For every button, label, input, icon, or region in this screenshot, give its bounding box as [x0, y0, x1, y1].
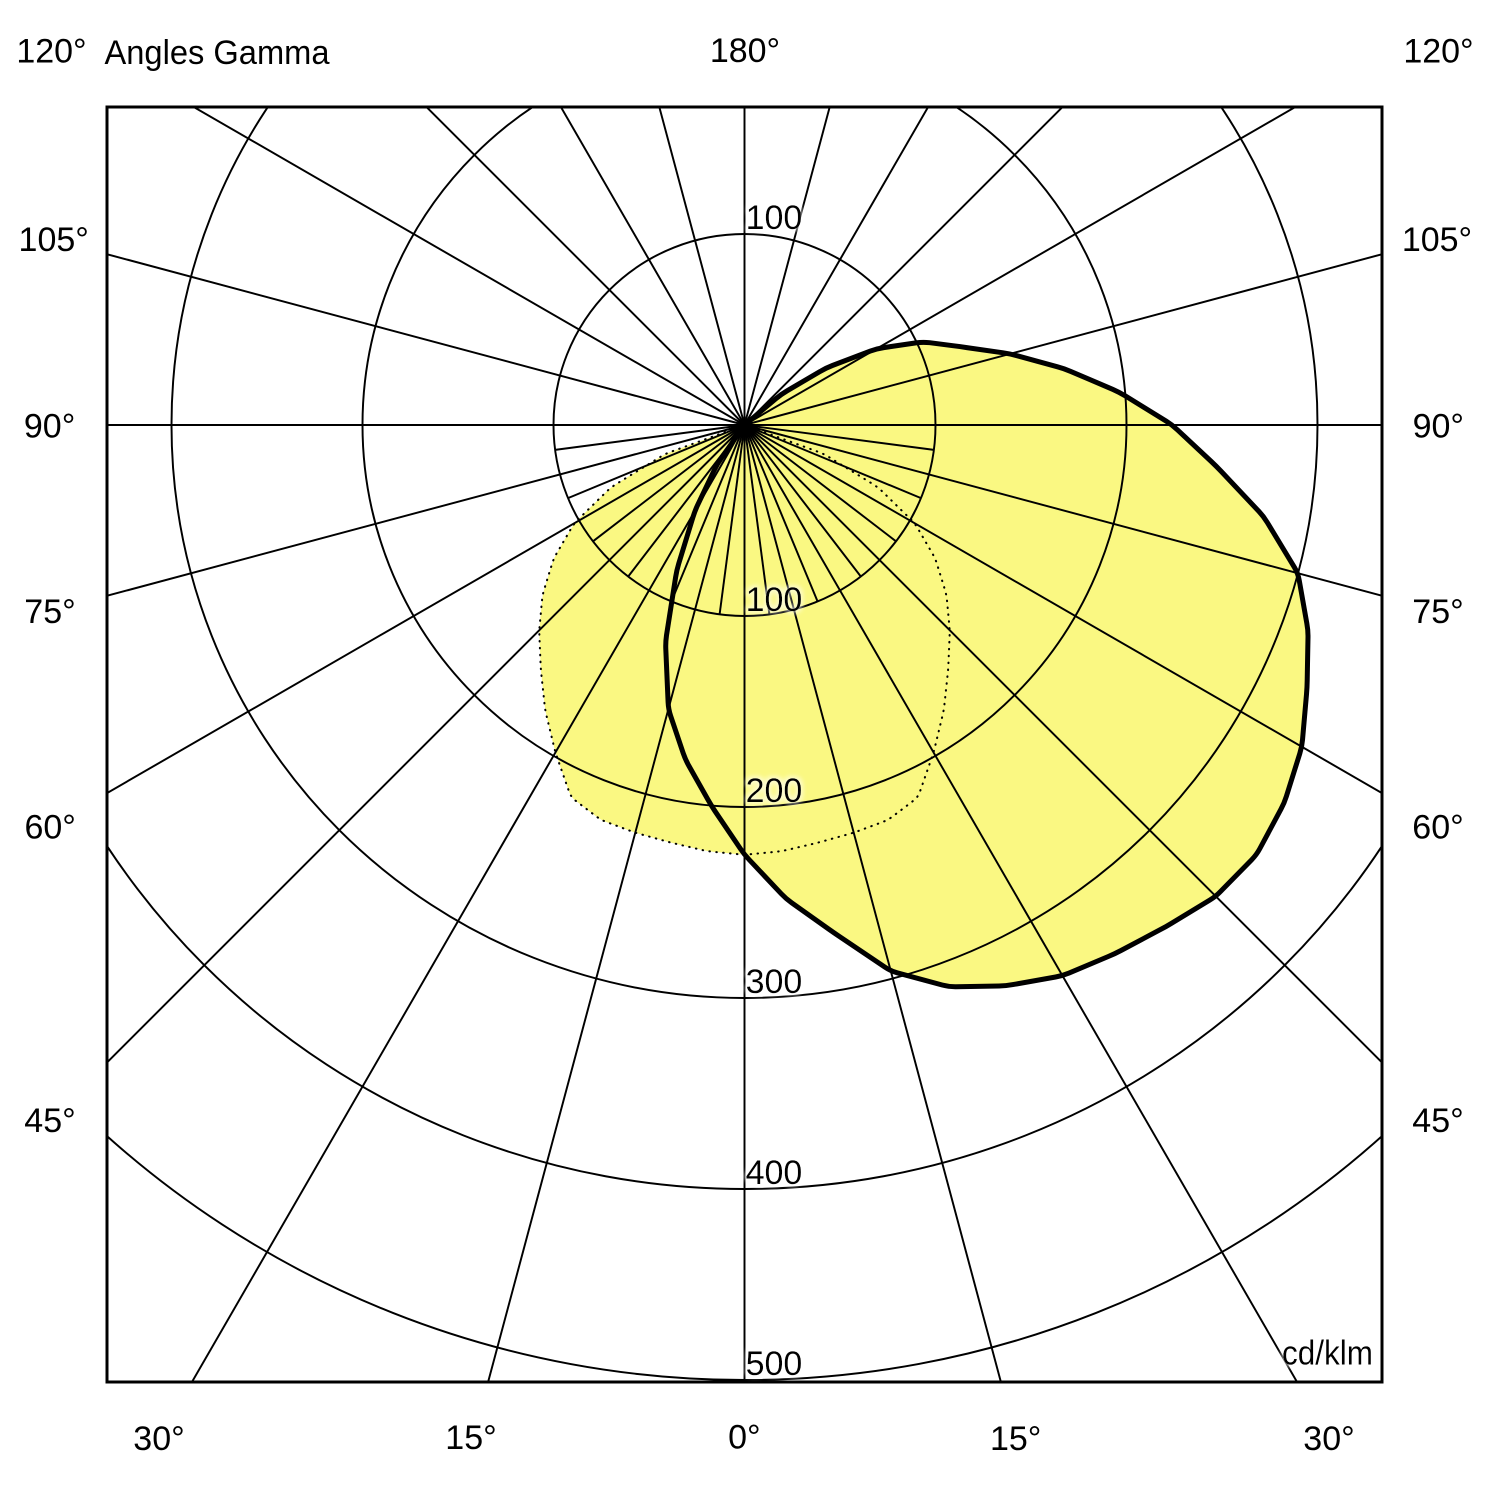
svg-text:30°: 30° [1303, 1420, 1354, 1458]
svg-text:100: 100 [746, 581, 803, 619]
svg-text:180°: 180° [710, 32, 780, 70]
svg-text:105°: 105° [19, 221, 89, 259]
svg-text:Angles Gamma: Angles Gamma [105, 34, 330, 72]
svg-text:30°: 30° [133, 1420, 184, 1458]
svg-text:105°: 105° [1402, 221, 1472, 259]
svg-text:500: 500 [746, 1345, 803, 1383]
svg-text:90°: 90° [24, 407, 75, 445]
svg-text:15°: 15° [445, 1419, 496, 1457]
svg-text:120°: 120° [16, 33, 86, 71]
svg-text:15°: 15° [990, 1420, 1041, 1458]
svg-text:200: 200 [746, 772, 803, 810]
svg-text:60°: 60° [24, 808, 75, 846]
svg-text:75°: 75° [1412, 593, 1463, 631]
svg-text:60°: 60° [1412, 808, 1463, 846]
svg-text:45°: 45° [1412, 1102, 1463, 1140]
svg-text:cd/klm: cd/klm [1282, 1334, 1373, 1372]
svg-text:45°: 45° [24, 1102, 75, 1140]
svg-text:120°: 120° [1403, 33, 1473, 71]
svg-text:0°: 0° [728, 1419, 761, 1457]
svg-text:400: 400 [746, 1154, 803, 1192]
svg-text:300: 300 [746, 963, 803, 1001]
svg-text:75°: 75° [24, 593, 75, 631]
svg-text:90°: 90° [1413, 407, 1464, 445]
svg-text:100: 100 [746, 199, 803, 237]
